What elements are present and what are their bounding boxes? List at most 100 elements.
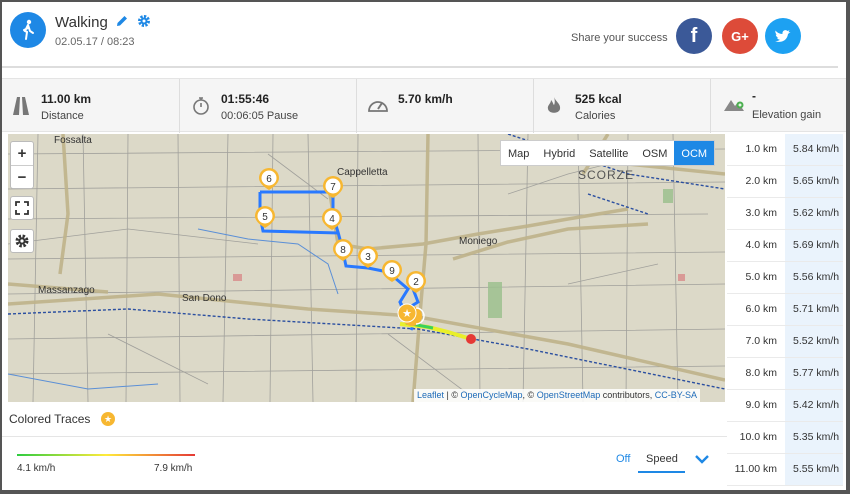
route-marker[interactable]: 6 — [259, 168, 279, 190]
flame-icon — [546, 96, 562, 121]
facebook-share-button[interactable]: f — [676, 18, 712, 54]
stat-speed: 5.70 km/h — [357, 79, 534, 133]
split-distance: 3.0 km — [745, 207, 777, 219]
split-distance: 11.00 km — [734, 463, 777, 475]
stat-value: 11.00 km — [41, 92, 92, 106]
place-label: San Dono — [182, 293, 227, 304]
place-label: Massanzago — [38, 285, 95, 296]
traces-divider — [0, 436, 727, 437]
layer-option[interactable]: Map — [508, 148, 530, 160]
gear-icon — [15, 234, 29, 248]
route-marker[interactable]: 2 — [406, 271, 426, 293]
split-speed: 5.55 km/h — [785, 454, 843, 485]
layer-option[interactable]: OCM — [674, 141, 715, 165]
split-row: 9.0 km 5.42 km/h — [727, 390, 843, 422]
place-label: Moniego — [459, 236, 498, 247]
split-speed: 5.42 km/h — [785, 390, 843, 421]
map-canvas: Fossalta Cappelletta SCORZE Moniego Mass… — [8, 134, 725, 402]
fullscreen-button[interactable] — [10, 196, 34, 220]
split-speed: 5.65 km/h — [785, 166, 843, 197]
svg-text:★: ★ — [402, 307, 412, 320]
route-map[interactable]: Fossalta Cappelletta SCORZE Moniego Mass… — [8, 134, 725, 402]
zoom-in-button[interactable]: + — [17, 145, 27, 162]
stat-duration: 01:55:46 00:06:05 Pause — [180, 79, 357, 133]
stat-distance: 11.00 km Distance — [0, 79, 180, 133]
split-distance: 4.0 km — [745, 239, 777, 251]
trace-mode-select[interactable]: Speed — [638, 447, 685, 473]
map-settings-button[interactable] — [10, 229, 34, 253]
split-distance: 6.0 km — [745, 303, 777, 315]
split-speed: 5.71 km/h — [785, 294, 843, 325]
layer-option[interactable]: Hybrid — [543, 148, 576, 160]
colored-traces-title: Colored Traces — [9, 412, 91, 426]
route-marker[interactable]: 3 — [358, 246, 378, 268]
gear-icon[interactable] — [137, 14, 151, 33]
walking-icon — [10, 12, 46, 48]
route-marker[interactable]: 5 — [255, 206, 275, 228]
openstreetmap-link[interactable]: OpenStreetMap — [536, 390, 601, 400]
layer-option[interactable]: OSM — [642, 148, 668, 160]
place-label: Cappelletta — [337, 167, 388, 178]
elevation-icon — [723, 96, 745, 117]
route-marker-label: 4 — [329, 214, 335, 225]
stat-label: Calories — [575, 110, 616, 122]
split-distance: 2.0 km — [745, 175, 777, 187]
share-text: Share your success — [571, 32, 668, 44]
zoom-out-button[interactable]: − — [11, 165, 33, 188]
chevron-down-icon[interactable] — [694, 452, 710, 470]
zoom-control: + − — [10, 141, 34, 189]
road-icon — [12, 96, 30, 121]
split-speed: 5.77 km/h — [785, 358, 843, 389]
opencyclemap-link[interactable]: OpenCycleMap — [460, 390, 523, 400]
leaflet-link[interactable]: Leaflet — [417, 390, 445, 400]
split-speed: 5.35 km/h — [785, 422, 843, 453]
activity-title: Walking — [55, 14, 108, 31]
split-row: 10.0 km 5.35 km/h — [727, 422, 843, 454]
place-label: Fossalta — [54, 135, 92, 146]
attribution-text: contributors, — [600, 390, 655, 400]
layer-option[interactable]: Satellite — [589, 148, 629, 160]
split-distance: 10.0 km — [739, 431, 777, 443]
split-row: 4.0 km 5.69 km/h — [727, 230, 843, 262]
start-finish-marker[interactable]: ★ — [397, 303, 425, 326]
split-row: 8.0 km 5.77 km/h — [727, 358, 843, 390]
split-distance: 7.0 km — [745, 335, 777, 347]
route-marker[interactable]: 8 — [333, 239, 353, 261]
route-markers: 6 7 5 4 8 3 9 2 — [255, 168, 426, 293]
stopwatch-icon — [192, 96, 210, 121]
license-link[interactable]: CC-BY-SA — [654, 390, 697, 400]
stat-elevation: - Elevation gain — [711, 79, 850, 133]
google-plus-share-button[interactable]: G+ — [722, 18, 758, 54]
split-row: 7.0 km 5.52 km/h — [727, 326, 843, 358]
route-marker-label: 2 — [413, 277, 419, 288]
split-distance: 9.0 km — [745, 399, 777, 411]
route-marker[interactable]: 4 — [322, 208, 342, 230]
route-marker-label: 8 — [340, 245, 346, 256]
speedometer-icon — [367, 96, 389, 119]
split-speed: 5.56 km/h — [785, 262, 843, 293]
split-row: 6.0 km 5.71 km/h — [727, 294, 843, 326]
traces-off-button[interactable]: Off — [616, 453, 631, 465]
stat-label: 00:06:05 Pause — [221, 110, 299, 122]
split-row: 11.00 km 5.55 km/h — [727, 454, 843, 486]
route-marker-label: 9 — [389, 266, 395, 277]
attribution-separator: , © — [522, 390, 537, 400]
place-label: SCORZE — [578, 168, 634, 182]
twitter-share-button[interactable] — [765, 18, 801, 54]
gradient-min-label: 4.1 km/h — [17, 463, 56, 474]
route-marker[interactable]: 9 — [382, 260, 402, 282]
stat-value: 525 kcal — [575, 92, 622, 106]
route-marker-label: 3 — [365, 252, 371, 263]
route-marker-label: 7 — [330, 182, 336, 193]
map-layer-switcher: Map Hybrid Satellite OSM OCM — [500, 140, 716, 166]
pencil-icon[interactable] — [115, 14, 129, 33]
route-marker[interactable]: 7 — [323, 176, 343, 198]
attribution-separator: | © — [444, 390, 461, 400]
gradient-max-label: 7.9 km/h — [154, 463, 193, 474]
speed-gradient-legend — [17, 454, 195, 456]
split-distance: 5.0 km — [745, 271, 777, 283]
split-row: 2.0 km 5.65 km/h — [727, 166, 843, 198]
split-row: 3.0 km 5.62 km/h — [727, 198, 843, 230]
stat-value: 5.70 km/h — [398, 92, 453, 106]
split-row: 5.0 km 5.56 km/h — [727, 262, 843, 294]
